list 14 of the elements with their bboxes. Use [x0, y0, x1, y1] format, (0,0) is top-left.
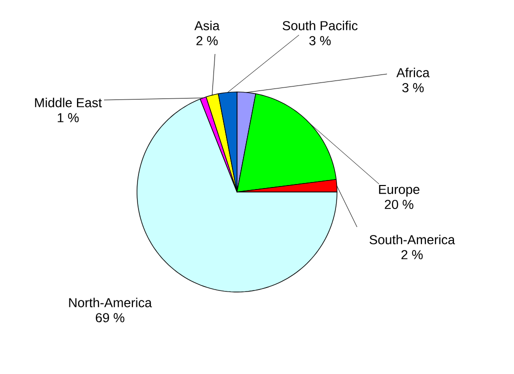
data-label: 3 % — [309, 36, 331, 46]
slice-label: Middle East — [35, 98, 102, 108]
slice-label: Africa — [396, 68, 430, 78]
data-label: 2 % — [196, 36, 218, 46]
slice-label: South-America — [370, 234, 455, 244]
data-label: 1 % — [58, 113, 79, 122]
data-label: 3 % — [402, 83, 424, 92]
data-label: 69 % — [96, 313, 124, 322]
slice-label: North-America — [69, 298, 152, 308]
data-label: 20 % — [384, 200, 414, 210]
slice-label: Europe — [379, 184, 420, 197]
slice-label: Asia — [194, 20, 220, 30]
data-label: 2 % — [401, 250, 423, 260]
slice-label: South Pacific — [282, 20, 358, 30]
